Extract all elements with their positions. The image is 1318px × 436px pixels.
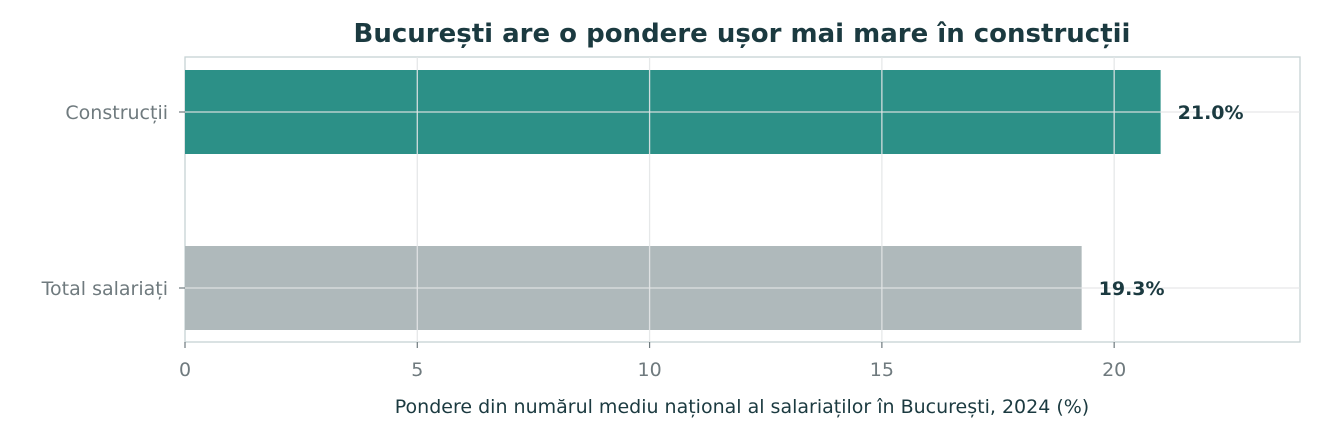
y-tick-label-2: Total salariați [41,278,168,300]
plot-area: 0 5 10 15 20 Construcții Total salariați 21.0% 1… [41,56,1301,381]
plot-frame [184,56,1301,343]
y-tick-label-1: Construcții [65,102,168,124]
x-tick-label-15: 15 [870,359,894,381]
data-label-1: 21.0% [1178,102,1244,124]
x-tick-label-0: 0 [179,359,191,381]
x-tick-label-10: 10 [637,359,661,381]
data-label-2: 19.3% [1099,278,1165,300]
x-tick-label-5: 5 [411,359,423,381]
chart-title: București are o pondere ușor mai mare în… [354,19,1131,49]
x-axis-label: Pondere din numărul mediu național al sa… [395,396,1089,418]
x-tick-label-20: 20 [1102,359,1126,381]
